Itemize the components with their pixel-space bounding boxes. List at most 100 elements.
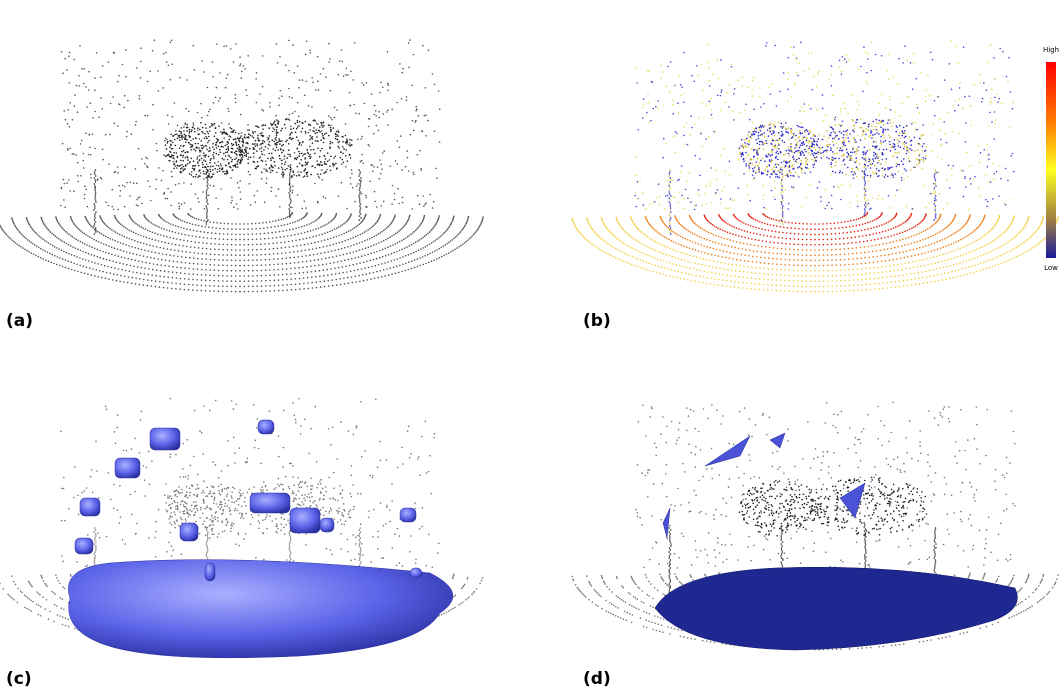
point xyxy=(166,236,168,238)
point xyxy=(835,243,837,245)
point xyxy=(847,221,849,223)
point xyxy=(694,222,696,224)
point xyxy=(810,254,812,256)
point xyxy=(203,159,205,161)
point xyxy=(645,208,647,210)
point xyxy=(763,194,765,196)
point xyxy=(346,271,348,273)
point xyxy=(248,260,250,262)
point xyxy=(1023,242,1025,244)
point xyxy=(284,164,286,166)
point xyxy=(857,279,859,281)
point xyxy=(179,135,181,137)
point xyxy=(223,46,225,48)
point xyxy=(292,185,294,187)
point xyxy=(381,168,383,170)
point xyxy=(401,271,403,273)
point xyxy=(751,277,753,279)
point xyxy=(301,153,303,155)
point xyxy=(175,232,177,234)
point xyxy=(306,172,308,174)
point xyxy=(306,261,308,263)
point xyxy=(105,252,107,254)
point xyxy=(94,217,96,219)
point xyxy=(296,175,298,177)
point xyxy=(138,260,140,262)
point xyxy=(1030,236,1032,238)
point xyxy=(684,143,686,145)
point xyxy=(787,100,789,102)
point xyxy=(267,232,269,234)
point xyxy=(221,141,223,143)
point xyxy=(111,267,113,269)
point xyxy=(361,154,363,156)
point xyxy=(1042,217,1044,219)
point xyxy=(192,216,194,218)
point xyxy=(119,104,121,106)
point xyxy=(59,257,61,259)
point xyxy=(169,156,171,158)
point xyxy=(277,149,279,151)
point xyxy=(810,249,812,251)
point xyxy=(85,252,87,254)
point xyxy=(147,279,149,281)
point xyxy=(406,150,408,152)
point xyxy=(366,261,368,263)
point xyxy=(785,259,787,261)
point xyxy=(907,219,909,221)
point xyxy=(904,45,906,47)
point xyxy=(468,216,470,218)
point xyxy=(909,250,911,252)
point xyxy=(990,230,992,232)
point xyxy=(768,86,770,88)
point xyxy=(123,263,125,265)
point xyxy=(400,135,402,137)
point xyxy=(113,230,115,232)
point xyxy=(238,187,240,189)
point xyxy=(1012,108,1014,110)
point xyxy=(843,238,845,240)
point xyxy=(143,236,145,238)
point xyxy=(290,278,292,280)
point xyxy=(45,226,47,228)
point xyxy=(1022,228,1024,230)
point xyxy=(374,114,376,116)
point xyxy=(425,246,427,248)
point xyxy=(689,267,691,269)
point xyxy=(953,106,955,108)
point xyxy=(75,238,77,240)
point xyxy=(626,233,628,235)
point xyxy=(397,232,399,234)
point xyxy=(764,257,766,259)
point xyxy=(289,194,291,196)
point xyxy=(734,275,736,277)
point xyxy=(248,239,250,241)
point xyxy=(604,225,606,227)
point xyxy=(962,246,964,248)
point xyxy=(925,238,927,240)
point xyxy=(272,148,274,150)
point xyxy=(181,204,183,206)
point xyxy=(784,290,786,292)
point xyxy=(282,263,284,265)
point xyxy=(353,244,355,246)
point xyxy=(76,256,78,258)
point xyxy=(1010,91,1012,93)
point xyxy=(219,168,221,170)
point xyxy=(937,233,939,235)
point xyxy=(149,244,151,246)
point xyxy=(461,230,463,232)
point xyxy=(991,121,993,123)
point xyxy=(996,238,998,240)
point xyxy=(661,266,663,268)
point xyxy=(134,240,136,242)
point xyxy=(319,131,321,133)
point xyxy=(685,189,687,191)
point xyxy=(309,254,311,256)
point xyxy=(416,108,418,110)
point xyxy=(810,265,812,267)
point xyxy=(848,264,850,266)
point xyxy=(88,89,90,91)
point xyxy=(878,114,880,116)
point xyxy=(359,189,361,191)
